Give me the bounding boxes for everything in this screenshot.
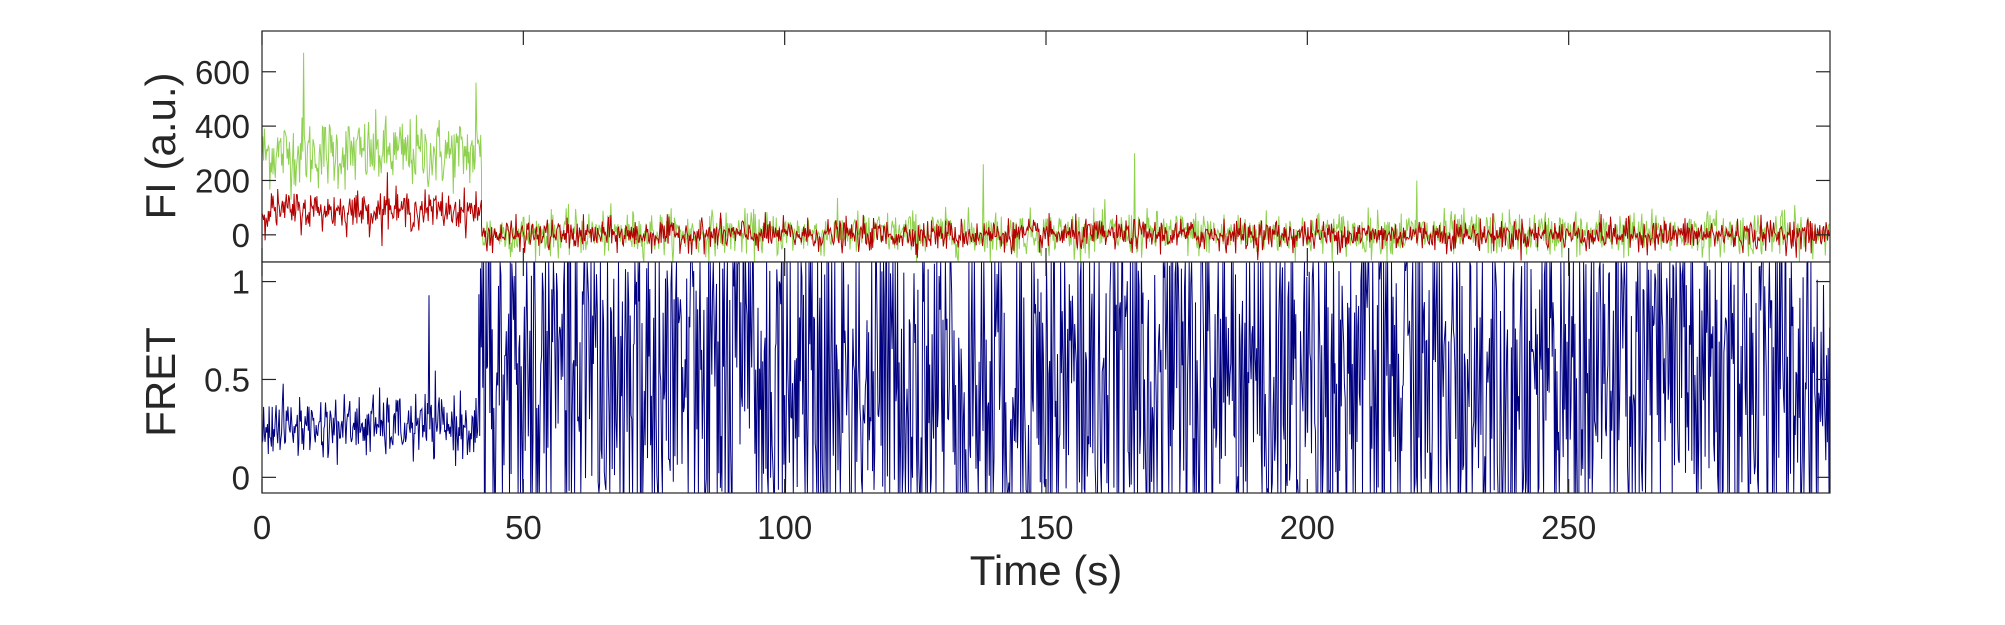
y-tick-label-1-1: 0.5 — [204, 361, 250, 398]
x-tick-label-2: 100 — [757, 509, 812, 546]
time-x-ticks: 0 50 100 150 200 250 — [253, 509, 1596, 546]
y-tick-label-0-0: 0 — [232, 217, 250, 254]
series-line-1-0 — [261, 260, 1831, 494]
y-tick-label-0-2: 400 — [195, 108, 250, 145]
x-tick-label-3: 150 — [1018, 509, 1073, 546]
x-tick-label-5: 250 — [1541, 509, 1596, 546]
fluorescence-y-ticks: 0 200 400 600 — [195, 54, 1830, 254]
y-tick-label-1-0: 0 — [232, 459, 250, 496]
time-x-axis-label: Time (s) — [970, 547, 1122, 594]
fret-panel: 00.51 0 50 100 150 200 250 FRET Time (s) — [137, 260, 1831, 594]
fluorescence-panel: 0 200 400 600 FI (a.u.) — [137, 30, 1831, 263]
fluorescence-plot-area — [262, 31, 1830, 262]
x-tick-label-0: 0 — [253, 509, 271, 546]
series-line-0-1 — [261, 172, 1830, 261]
x-tick-label-1: 50 — [505, 509, 542, 546]
fluorescence-y-axis-label: FI (a.u.) — [137, 72, 184, 219]
fret-y-axis-label: FRET — [137, 327, 184, 437]
y-tick-label-0-3: 600 — [195, 54, 250, 91]
y-tick-label-0-1: 200 — [195, 162, 250, 199]
fluorescence-traces — [261, 52, 1830, 263]
y-tick-label-1-2: 1 — [232, 264, 250, 301]
fret-y-ticks: 00.51 — [204, 264, 1830, 496]
x-tick-label-4: 200 — [1280, 509, 1335, 546]
fret-traces — [261, 260, 1831, 494]
